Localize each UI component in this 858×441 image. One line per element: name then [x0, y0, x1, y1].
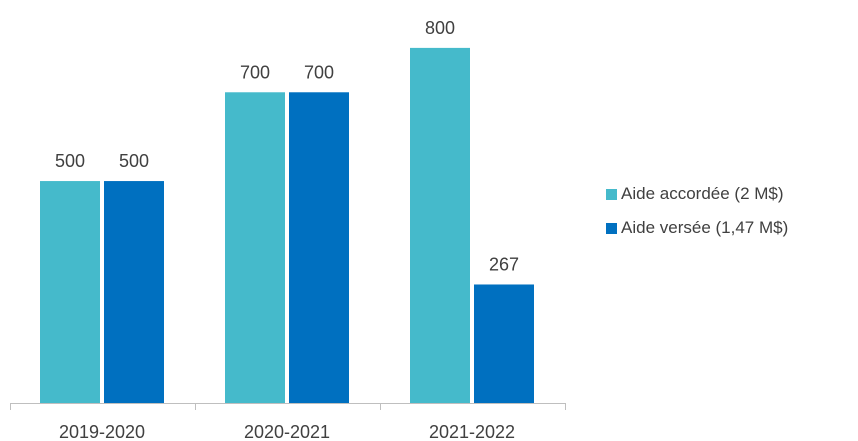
bar-2021-2022-series-1 — [410, 47, 470, 404]
bar-2020-2021-series-1 — [225, 92, 285, 404]
legend-label-aide-versee: Aide versée (1,47 M$) — [621, 218, 789, 237]
data-label-2021-2022-series-2: 267 — [489, 254, 519, 274]
bar-2021-2022-series-2 — [474, 284, 534, 403]
data-label-2019-2020-series-2: 500 — [119, 151, 149, 171]
data-labels-layer: 500 500 700 700 800 267 — [55, 18, 519, 275]
x-tick-label-2021-2022: 2021-2022 — [429, 422, 515, 441]
bar-2019-2020-series-2 — [104, 181, 164, 403]
legend: Aide accordée (2 M$) Aide versée (1,47 M… — [606, 184, 788, 252]
data-label-2021-2022-series-1: 800 — [425, 18, 455, 38]
legend-label-aide-accordee: Aide accordée (2 M$) — [621, 184, 784, 203]
x-tick-label-2019-2020: 2019-2020 — [59, 422, 145, 441]
x-axis: 2019-2020 2020-2021 2021-2022 — [10, 403, 566, 441]
legend-item-aide-versee: Aide versée (1,47 M$) — [606, 218, 788, 238]
data-label-2020-2021-series-1: 700 — [240, 62, 270, 82]
bar-2020-2021-series-2 — [289, 92, 349, 404]
bar-2019-2020-series-1 — [40, 181, 100, 403]
legend-item-aide-accordee: Aide accordée (2 M$) — [606, 184, 788, 204]
data-label-2020-2021-series-2: 700 — [304, 62, 334, 82]
bars-layer — [40, 47, 534, 404]
data-label-2019-2020-series-1: 500 — [55, 151, 85, 171]
x-tick-label-2020-2021: 2020-2021 — [244, 422, 330, 441]
legend-swatch-aide-accordee — [606, 188, 617, 200]
legend-swatch-aide-versee — [606, 222, 617, 234]
